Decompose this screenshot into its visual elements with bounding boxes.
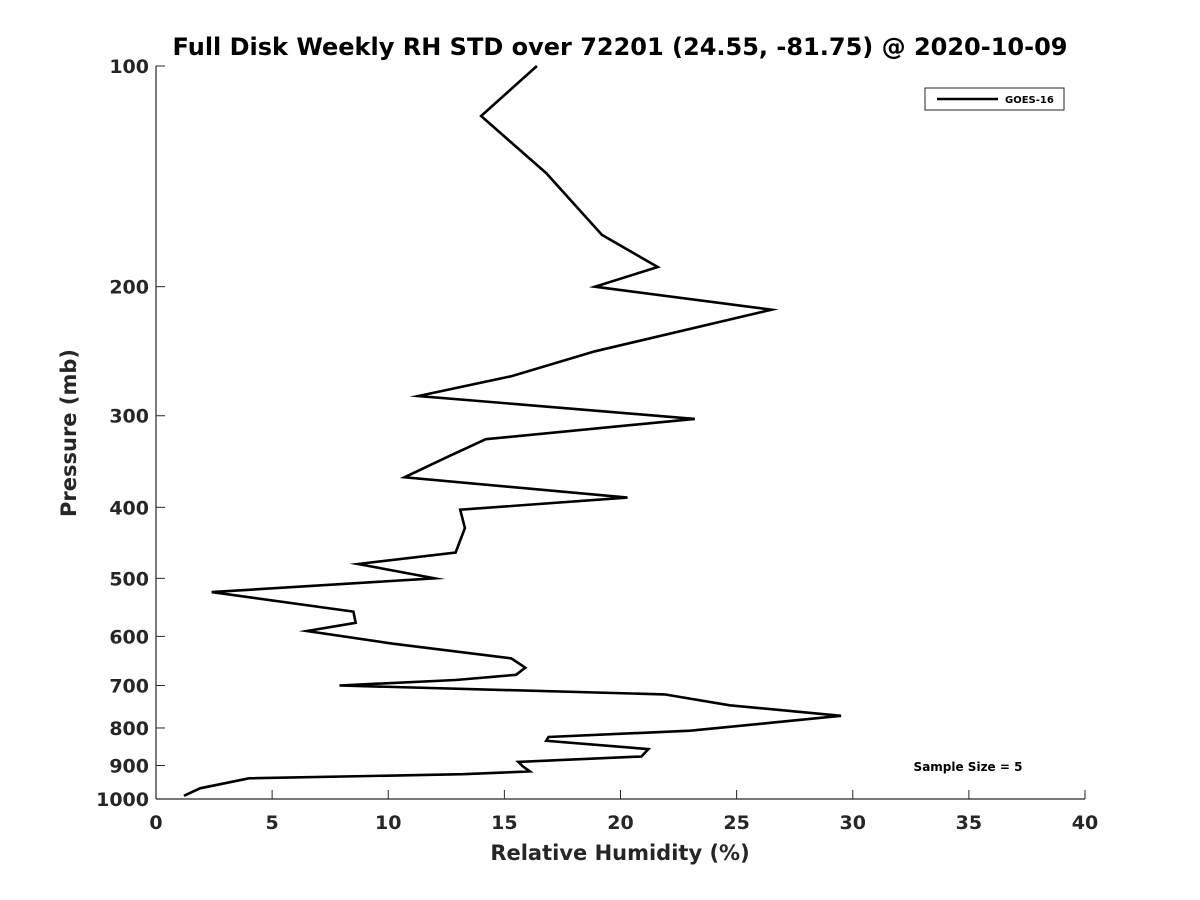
legend-entry-goes-16: GOES-16 (1005, 95, 1054, 106)
x-tick-label: 30 (840, 812, 866, 834)
y-tick-label: 200 (109, 277, 149, 299)
series-layer (183, 65, 842, 797)
y-tick-label: 400 (109, 497, 149, 519)
y-tick-label: 800 (109, 718, 149, 740)
chart-title: Full Disk Weekly RH STD over 72201 (24.5… (173, 33, 1068, 61)
y-tick-label: 600 (109, 626, 149, 648)
x-tick-label: 15 (491, 812, 517, 834)
legend: GOES-16 (924, 87, 1065, 111)
x-tick-label: 0 (149, 812, 162, 834)
y-tick-label: 300 (109, 406, 149, 428)
x-axis-ticks: 0 5 10 15 20 25 30 35 40 (149, 790, 1098, 834)
y-tick-label: 700 (109, 675, 149, 697)
axes (155, 66, 1085, 800)
sample-size-annotation: Sample Size = 5 (914, 760, 1023, 774)
y-axis-label: Pressure (mb) (57, 349, 81, 517)
x-tick-label: 10 (375, 812, 401, 834)
y-tick-label: 100 (109, 56, 149, 78)
x-tick-label: 5 (266, 812, 279, 834)
series-line-goes-16 (183, 65, 842, 797)
y-tick-label: 1000 (96, 789, 149, 811)
x-tick-label: 25 (723, 812, 749, 834)
y-axis-ticks: 100 200 300 400 500 600 700 800 900 1000 (96, 56, 165, 811)
x-tick-label: 40 (1072, 812, 1098, 834)
y-tick-label: 500 (109, 568, 149, 590)
x-tick-label: 35 (956, 812, 982, 834)
x-tick-label: 20 (607, 812, 633, 834)
x-axis-label: Relative Humidity (%) (490, 841, 749, 865)
y-tick-label: 900 (109, 755, 149, 777)
